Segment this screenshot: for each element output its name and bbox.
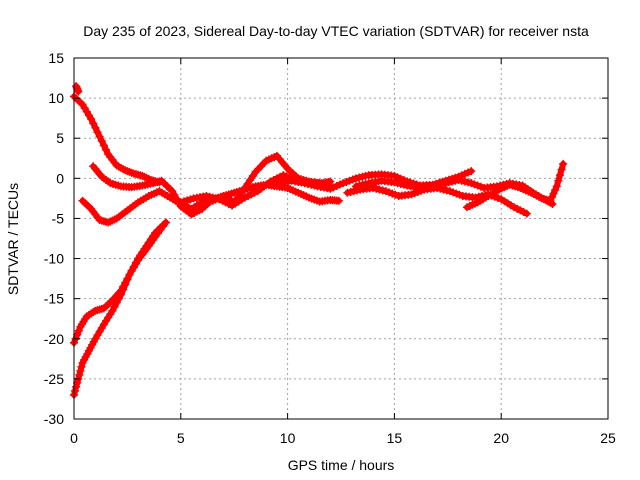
data-point (123, 275, 132, 284)
y-tick-label: 10 (48, 90, 64, 106)
data-point (74, 87, 83, 96)
data-point (557, 165, 566, 174)
data-series (70, 82, 568, 399)
data-point (95, 132, 104, 141)
data-point (552, 182, 561, 191)
data-point (549, 189, 558, 198)
data-point (131, 258, 140, 267)
series-arc-1 (70, 92, 164, 187)
data-point (127, 266, 136, 275)
data-point (74, 326, 83, 335)
data-point (114, 294, 123, 303)
data-point (93, 128, 102, 137)
y-tick-label: -25 (44, 371, 64, 387)
series-arc-10 (176, 171, 335, 210)
data-point (119, 285, 128, 294)
data-point (248, 171, 257, 180)
data-point (125, 270, 134, 279)
data-point (547, 193, 556, 202)
data-point (522, 209, 531, 218)
data-point (102, 145, 111, 154)
data-point (76, 366, 85, 375)
data-point (71, 386, 80, 395)
x-tick-label: 25 (600, 430, 616, 446)
y-tick-label: -10 (44, 251, 64, 267)
series-arc-9 (463, 159, 568, 212)
data-point (89, 119, 98, 128)
data-point (77, 362, 86, 371)
data-point (108, 306, 117, 315)
data-point (110, 302, 119, 311)
data-point (97, 137, 106, 146)
axis-ticks: 0 5 10 15 20 25 -30 -25 -20 -15 -10 -5 0 5 10 15 (44, 50, 616, 446)
chart-title: Day 235 of 2023, Sidereal Day-to-day VTE… (83, 23, 589, 39)
y-tick-label: -5 (52, 210, 65, 226)
data-point (559, 159, 568, 168)
data-point (555, 171, 564, 180)
data-point (551, 185, 560, 194)
data-point (121, 280, 130, 289)
data-point (129, 262, 138, 271)
y-tick-label: 15 (48, 50, 64, 66)
x-tick-label: 15 (387, 430, 403, 446)
data-point (467, 167, 476, 176)
y-tick-label: 5 (56, 130, 64, 146)
data-point (75, 370, 84, 379)
y-tick-label: -15 (44, 291, 64, 307)
y-tick-label: 0 (56, 170, 64, 186)
data-point (554, 176, 563, 185)
data-point (72, 382, 81, 391)
plot-frame (73, 57, 609, 420)
data-point (246, 175, 255, 184)
series-band (71, 219, 169, 398)
series-arc-8 (351, 175, 557, 209)
data-point (116, 290, 125, 299)
data-point (99, 141, 108, 150)
y-tick-label: -20 (44, 331, 64, 347)
y-tick-label: -30 (44, 411, 64, 427)
data-point (546, 196, 555, 205)
data-point (326, 177, 335, 186)
x-tick-label: 20 (493, 430, 509, 446)
data-point (73, 378, 82, 387)
y-axis-label: SDTVAR / TECUs (5, 183, 21, 295)
data-point (87, 114, 96, 123)
data-point (161, 218, 170, 227)
data-point (334, 196, 343, 205)
x-tick-label: 10 (280, 430, 296, 446)
grid (74, 58, 608, 419)
x-tick-label: 0 (70, 430, 78, 446)
data-point (112, 298, 121, 307)
x-tick-label: 5 (177, 430, 185, 446)
series-arc-5 (70, 218, 170, 399)
data-point (73, 330, 82, 339)
x-axis-label: GPS time / hours (288, 457, 395, 473)
data-point (91, 123, 100, 132)
